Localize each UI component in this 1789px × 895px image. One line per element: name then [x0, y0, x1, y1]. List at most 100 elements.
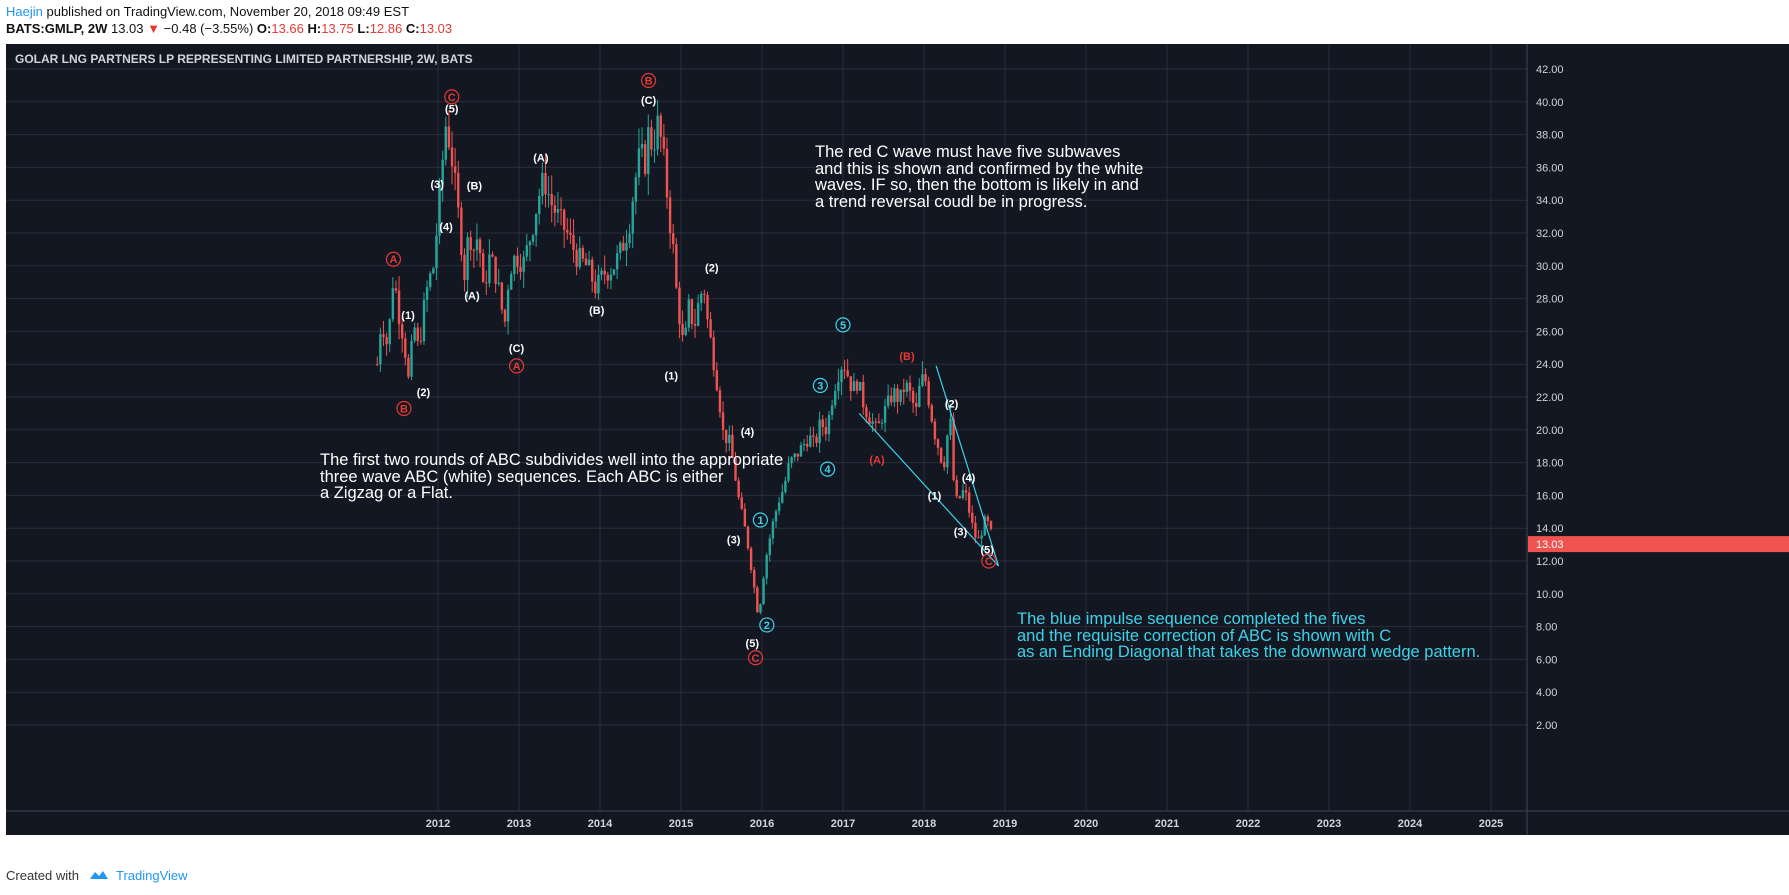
note-line: and the requisite correction of ABC is s… — [1017, 626, 1392, 645]
wave-label: (3) — [430, 179, 444, 191]
x-tick-label: 2021 — [1155, 818, 1179, 830]
note-line: The blue impulse sequence completed the … — [1017, 610, 1366, 628]
wave-label: (A) — [464, 290, 480, 302]
candle-body — [659, 115, 662, 137]
candle-body — [834, 391, 837, 406]
wave-label: (4) — [439, 221, 453, 233]
candle-body — [609, 274, 613, 281]
candle-body — [877, 421, 881, 424]
candle-body — [376, 364, 379, 366]
wave-label: (2) — [705, 262, 719, 274]
candle-body — [858, 381, 862, 391]
candle-body — [871, 421, 874, 424]
candle-body — [603, 270, 606, 275]
candle-body — [534, 213, 538, 236]
candle-body — [503, 309, 507, 322]
candle-body — [796, 453, 800, 457]
candle-body — [475, 239, 479, 251]
candle-body — [578, 247, 581, 268]
y-tick-label: 12.00 — [1536, 556, 1564, 568]
wave-label-circle — [508, 358, 525, 374]
chart-panel[interactable]: 2.00 4.00 6.00 8.00 10.00 12.00 14.00 16.00 18.0… — [6, 44, 1789, 835]
candle-body — [915, 402, 918, 407]
wave-label: C — [985, 556, 993, 568]
wave-label: (1) — [928, 490, 942, 502]
candle-body — [852, 381, 856, 391]
candle-body — [441, 159, 444, 185]
wave-label: (B) — [899, 351, 915, 363]
candle-body — [522, 256, 525, 272]
candle-body — [883, 405, 887, 423]
wave-label: A — [389, 254, 397, 266]
candle-body — [600, 270, 603, 275]
price-chart[interactable]: 2.00 4.00 6.00 8.00 10.00 12.00 14.00 16.00 18.0… — [6, 44, 1789, 835]
low-label: L: — [357, 21, 370, 36]
candle-body — [812, 435, 815, 437]
candle-body — [890, 395, 893, 403]
candle-body — [538, 196, 541, 214]
candle-body — [815, 436, 818, 443]
candle-body — [506, 289, 510, 322]
y-tick-label: 26.00 — [1536, 326, 1564, 338]
candle-body — [749, 548, 753, 570]
x-tick-label: 2013 — [507, 818, 531, 830]
candle-body — [790, 457, 793, 464]
candle-body — [837, 382, 840, 392]
x-tick-label: 2019 — [993, 818, 1017, 830]
candle-body — [478, 239, 482, 254]
wave-label: (2) — [417, 387, 431, 399]
candle-body — [921, 374, 924, 386]
candle-body — [466, 237, 469, 280]
candle-body — [622, 242, 625, 251]
candle-body — [880, 422, 884, 424]
candle-body — [394, 288, 398, 291]
wave-label: 2 — [764, 620, 770, 632]
candle-body — [746, 526, 750, 549]
candle-body — [724, 429, 728, 443]
candle-body — [584, 258, 588, 266]
candle-body — [425, 287, 429, 300]
candle-body — [846, 370, 849, 377]
wave-label: C — [752, 653, 760, 665]
candle-body — [450, 147, 454, 167]
y-tick-label: 4.00 — [1536, 687, 1557, 699]
abc-note: The first two rounds of ABC subdivides w… — [320, 452, 783, 502]
candle-body — [634, 177, 638, 202]
candle-body — [911, 390, 915, 403]
candle-body — [955, 480, 958, 497]
candle-body — [784, 480, 787, 492]
wave-label: (B) — [467, 180, 483, 192]
candle-body — [444, 126, 447, 160]
y-tick-label: 34.00 — [1536, 195, 1564, 207]
candle-body — [650, 127, 653, 150]
wave-label: B — [400, 403, 408, 415]
y-tick-label: 18.00 — [1536, 458, 1564, 470]
candle-body — [410, 340, 413, 377]
symbol-info-line: BATS:GMLP, 2W 13.03 ▼ −0.48 (−3.55%) O:1… — [6, 21, 452, 36]
tradingview-logo-icon[interactable] — [89, 869, 109, 884]
candle-body — [964, 490, 968, 493]
candle-body — [653, 149, 656, 151]
candle-body — [675, 244, 678, 288]
wedge-trendline — [858, 412, 999, 567]
candle-body — [631, 201, 634, 234]
candle-body — [781, 491, 784, 503]
wave-label: B — [645, 75, 653, 87]
x-tick-label: 2015 — [669, 818, 693, 830]
candle-body — [662, 136, 666, 149]
note-line: a trend reversal coudl be in progress. — [815, 192, 1088, 211]
candle-body — [865, 407, 868, 418]
candle-body — [961, 490, 965, 498]
candle-body — [606, 274, 609, 281]
candle-body — [949, 418, 952, 436]
candle-body — [974, 522, 977, 538]
candle-body — [407, 357, 410, 377]
tradingview-link[interactable]: TradingView — [116, 868, 188, 883]
candle-body — [544, 173, 547, 195]
author-link[interactable]: Haejin — [6, 4, 43, 19]
candle-body — [413, 327, 416, 341]
candle-body — [432, 268, 435, 274]
y-tick-label: 22.00 — [1536, 392, 1564, 404]
candle-body — [687, 299, 690, 328]
wave-label-circle — [444, 89, 460, 105]
